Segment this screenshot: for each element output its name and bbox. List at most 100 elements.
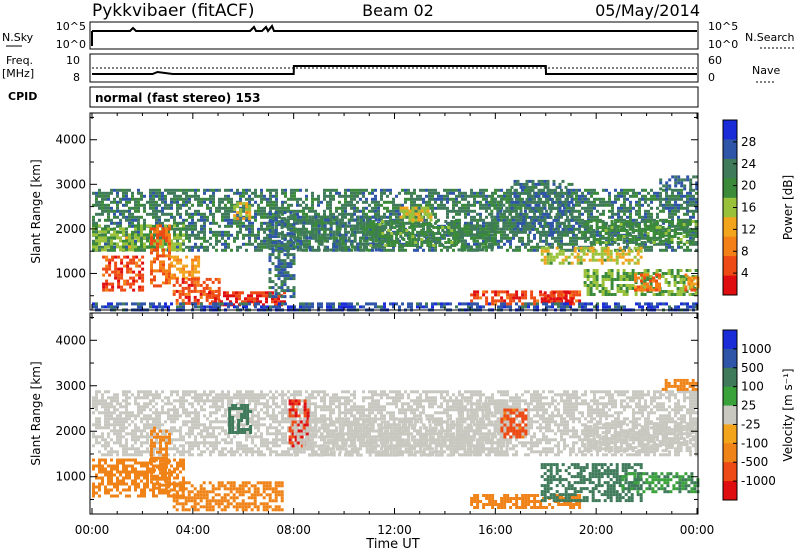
power-cell <box>601 293 605 296</box>
power-cell <box>217 286 221 290</box>
power-cell <box>575 203 578 207</box>
power-cell <box>593 218 596 222</box>
power-cell <box>176 233 179 237</box>
power-cell <box>377 206 380 210</box>
power-cell <box>392 221 395 225</box>
power-cell <box>616 269 620 272</box>
power-cell <box>173 197 176 201</box>
power-cell <box>392 212 395 216</box>
power-cell <box>625 220 629 223</box>
power-cell <box>647 209 650 213</box>
power-cell <box>398 203 401 207</box>
power-cell <box>396 241 400 244</box>
power-cell <box>502 215 506 219</box>
power-cell <box>629 212 632 216</box>
power-cell <box>176 261 180 265</box>
power-cell <box>557 233 560 237</box>
power-cell <box>481 242 485 246</box>
power-cell <box>218 206 221 210</box>
power-cell <box>263 215 266 219</box>
power-cell <box>149 224 152 228</box>
power-cell <box>104 203 107 207</box>
power-cell <box>176 224 179 228</box>
power-cell <box>528 230 532 234</box>
power-cell <box>655 223 659 226</box>
power-cell <box>215 209 218 213</box>
power-cell <box>478 236 482 240</box>
power-cell <box>434 200 437 204</box>
power-cell <box>271 286 275 290</box>
power-cell <box>359 224 363 228</box>
power-cell <box>289 262 293 266</box>
power-cell <box>695 242 698 246</box>
power-cell <box>595 284 599 287</box>
power-cell <box>575 299 579 303</box>
power-cell <box>558 297 562 301</box>
power-cell <box>98 236 101 240</box>
power-cell <box>583 220 587 223</box>
power-cell <box>289 247 293 251</box>
power-cell <box>503 290 507 294</box>
power-cell <box>608 224 611 228</box>
power-cell <box>117 255 121 259</box>
power-cell <box>239 215 242 219</box>
power-cell <box>564 258 568 262</box>
power-cell <box>227 221 230 225</box>
power-cell <box>670 269 674 272</box>
power-cell <box>170 191 173 195</box>
power-cell <box>271 247 275 251</box>
power-cell <box>371 209 374 213</box>
power-cell <box>153 275 156 279</box>
power-cell <box>193 277 197 281</box>
power-cell <box>618 252 622 256</box>
power-cell <box>274 217 278 221</box>
power-cell <box>275 224 278 228</box>
power-cell <box>92 248 95 252</box>
power-cell <box>341 239 345 243</box>
power-cell <box>305 218 308 222</box>
power-cell <box>211 291 214 295</box>
power-cell <box>494 221 497 225</box>
power-cell <box>469 227 473 231</box>
power-cell <box>283 277 287 281</box>
power-cell <box>658 288 661 292</box>
power-cell <box>341 215 345 219</box>
power-cell <box>266 200 269 204</box>
power-cell <box>251 221 254 225</box>
power-cell <box>152 224 155 228</box>
power-cell <box>566 233 569 237</box>
power-cell <box>530 293 534 297</box>
power-cell <box>525 182 529 186</box>
power-cell <box>473 197 476 201</box>
power-cell <box>179 197 182 201</box>
power-cell <box>629 227 632 231</box>
power-cell <box>405 241 409 244</box>
power-cell <box>668 245 671 249</box>
power-cell <box>356 227 360 231</box>
power-cell <box>503 194 506 198</box>
power-cell <box>110 227 113 231</box>
power-cell <box>527 236 530 240</box>
power-cell <box>646 288 649 292</box>
power-cell <box>308 206 311 210</box>
power-cell <box>338 248 342 252</box>
power-cell <box>104 197 107 201</box>
power-cell <box>671 209 674 213</box>
power-cell <box>625 287 629 290</box>
power-cell <box>667 290 671 293</box>
power-cell <box>281 206 284 210</box>
power-cell <box>185 224 188 228</box>
power-cell <box>134 248 137 252</box>
power-cell <box>575 239 578 243</box>
power-cell <box>95 245 98 249</box>
power-cell <box>381 232 385 235</box>
power-cell <box>543 246 547 250</box>
power-cell <box>441 244 445 247</box>
power-cell <box>236 236 239 240</box>
power-cell <box>344 191 347 195</box>
power-cell <box>650 248 653 252</box>
power-cell <box>600 258 604 262</box>
power-cell <box>168 236 171 240</box>
power-cell <box>326 206 329 210</box>
power-cell <box>671 212 674 216</box>
